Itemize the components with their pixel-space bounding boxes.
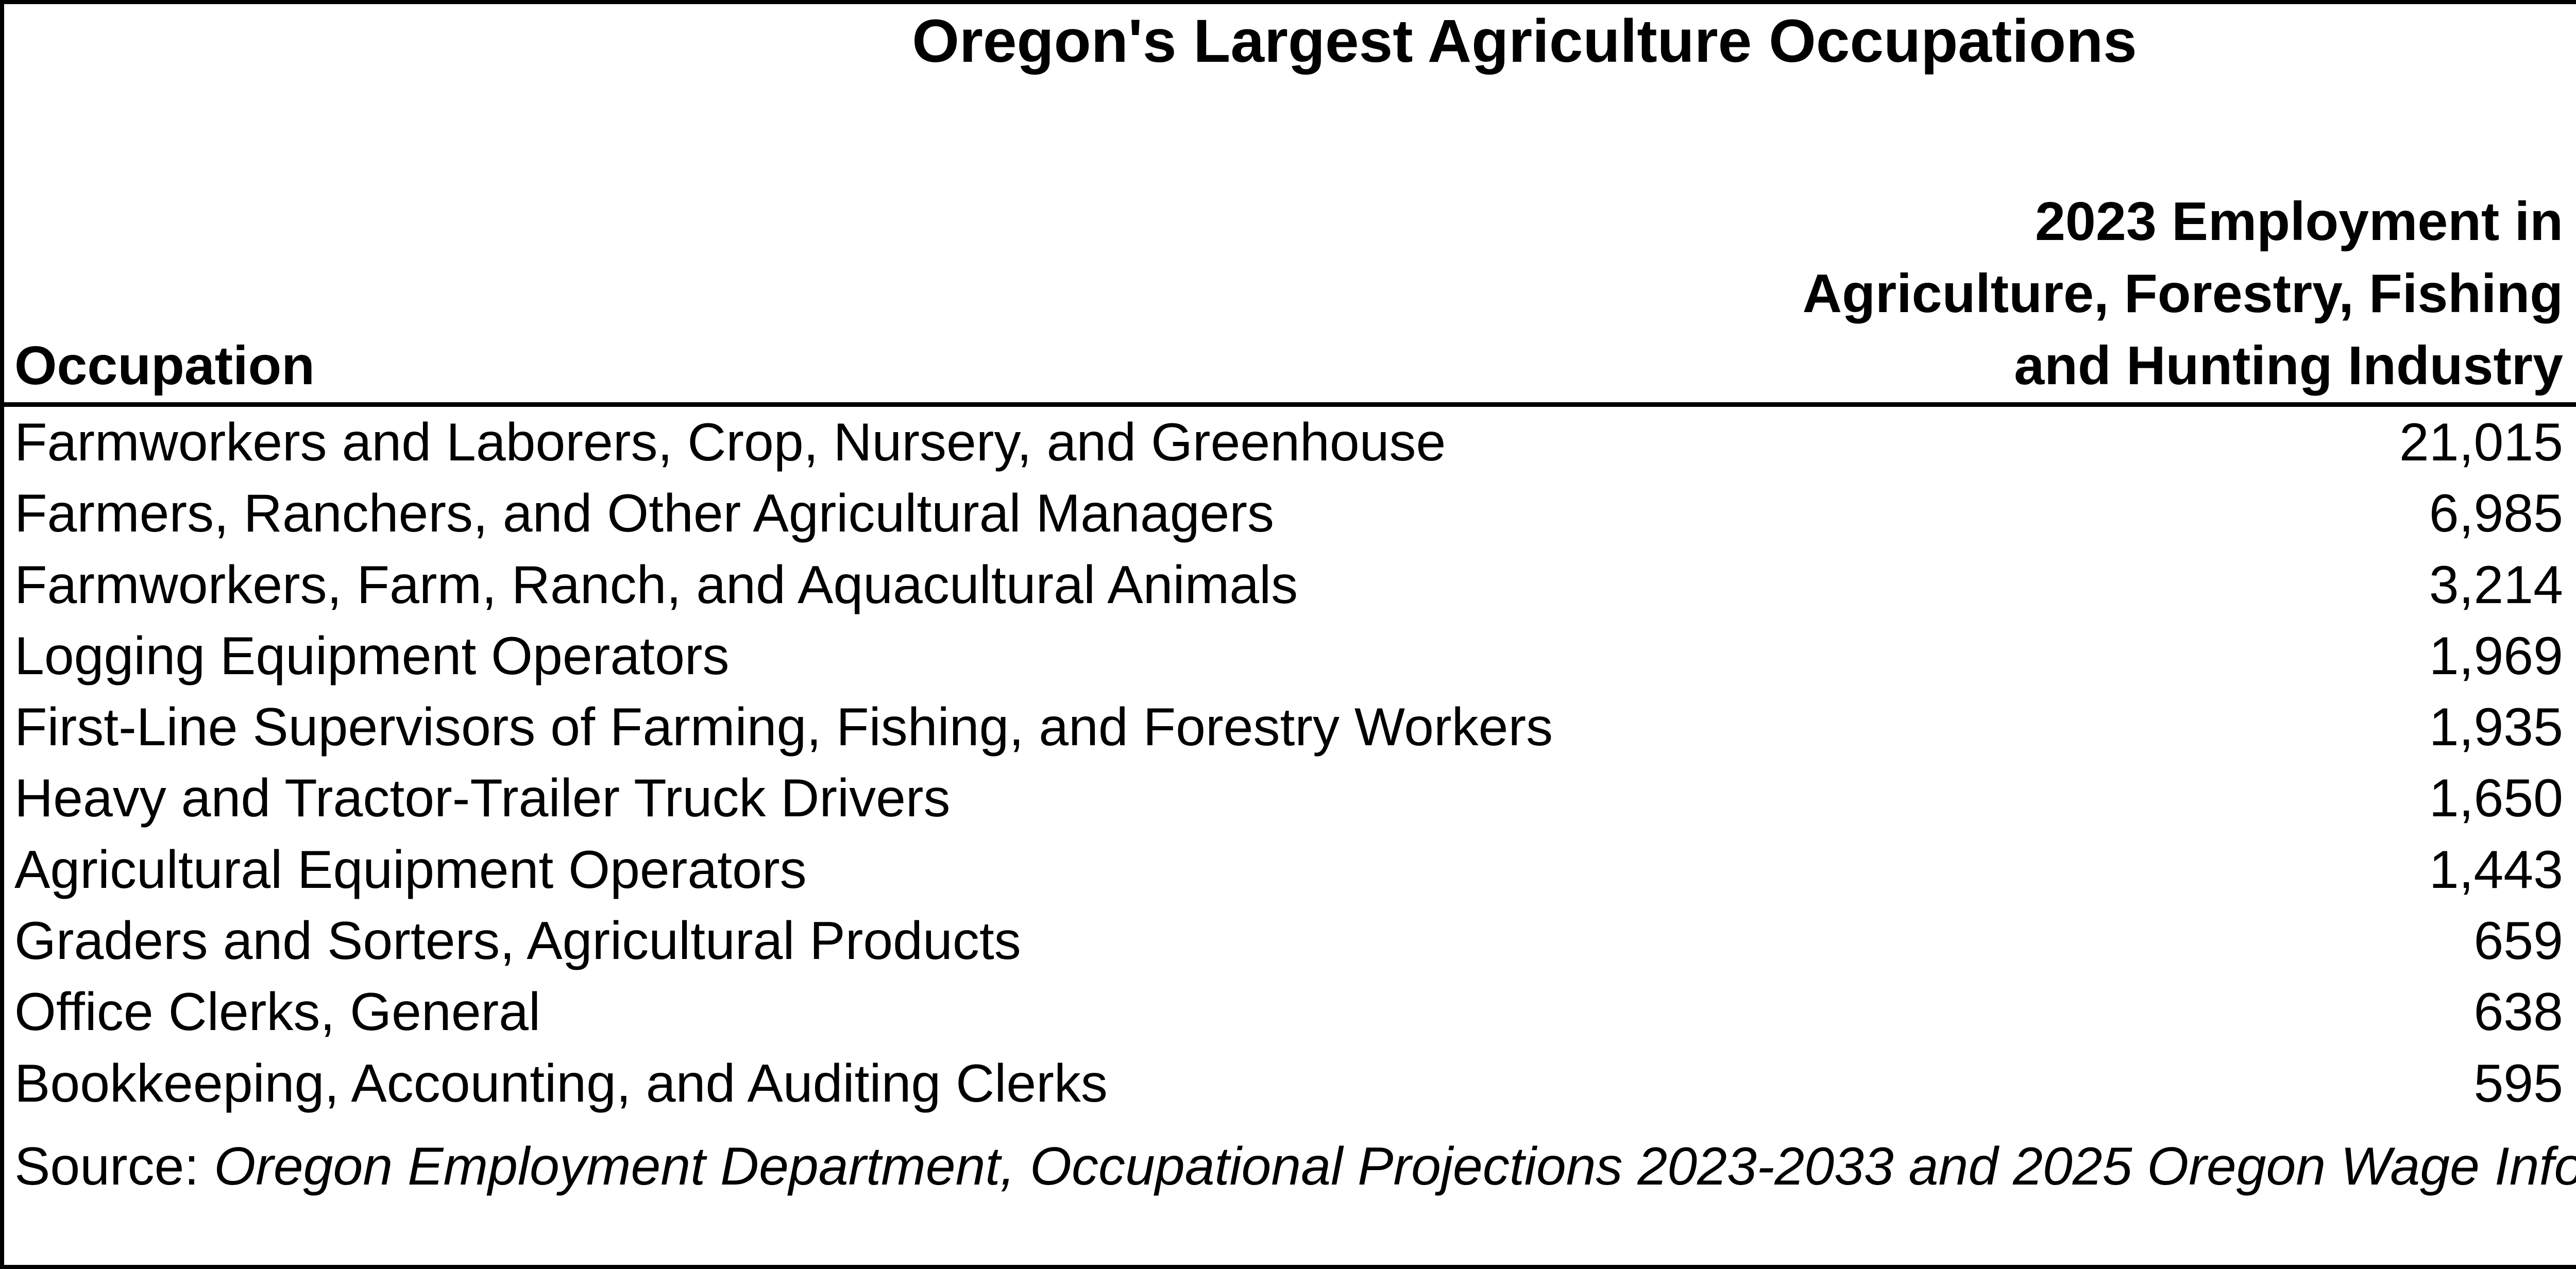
occupation-cell: Farmworkers, Farm, Ranch, and Aquacultur… xyxy=(14,555,1298,615)
column-header-employment-line: 2023 Employment in xyxy=(2035,191,2563,252)
employment-cell: 3,214 xyxy=(2429,555,2563,615)
column-header-occupation-label: Occupation xyxy=(14,335,315,396)
employment-cell: 595 xyxy=(2473,1053,2563,1113)
occupation-cell: Graders and Sorters, Agricultural Produc… xyxy=(14,911,1021,971)
table-row: Logging Equipment Operators 1,969 $60,63… xyxy=(0,621,2576,692)
column-header-occupation: Occupation xyxy=(14,330,315,402)
column-header-employment-line: Agriculture, Forestry, Fishing xyxy=(1802,263,2563,324)
column-header-wage-line: Wage xyxy=(2571,330,2576,402)
column-header-employment-line: and Hunting Industry xyxy=(2014,335,2563,396)
table-title: Oregon's Largest Agriculture Occupations xyxy=(912,7,2137,75)
table-row: Farmworkers and Laborers, Crop, Nursery,… xyxy=(0,407,2576,478)
occupation-cell: Office Clerks, General xyxy=(14,982,541,1042)
table-body: Farmworkers and Laborers, Crop, Nursery,… xyxy=(0,407,2576,1119)
table-row: Heavy and Tractor-Trailer Truck Drivers … xyxy=(0,763,2576,834)
employment-cell: 6,985 xyxy=(2429,484,2563,544)
table-row: Graders and Sorters, Agricultural Produc… xyxy=(0,905,2576,976)
employment-cell: 1,969 xyxy=(2429,626,2563,686)
employment-cell: 1,935 xyxy=(2429,697,2563,758)
occupation-cell: First-Line Supervisors of Farming, Fishi… xyxy=(14,697,1553,758)
employment-cell: 21,015 xyxy=(2399,413,2563,472)
header-divider xyxy=(0,402,2576,407)
column-header-wage: 2025 Average Wage xyxy=(2571,258,2576,402)
occupation-cell: Farmworkers and Laborers, Crop, Nursery,… xyxy=(14,413,1446,472)
source-text: Oregon Employment Department, Occupation… xyxy=(214,1137,2576,1196)
occupation-cell: Bookkeeping, Accounting, and Auditing Cl… xyxy=(14,1053,1108,1113)
table-row: Bookkeeping, Accounting, and Auditing Cl… xyxy=(0,1048,2576,1119)
occupation-cell: Logging Equipment Operators xyxy=(14,626,730,686)
table-row: Agricultural Equipment Operators 1,443 $… xyxy=(0,834,2576,905)
column-header-wage-line: 2025 Average xyxy=(2571,258,2576,330)
occupation-cell: Farmers, Ranchers, and Other Agricultura… xyxy=(14,484,1275,544)
occupation-cell: Heavy and Tractor-Trailer Truck Drivers xyxy=(14,768,951,829)
employment-cell: 659 xyxy=(2473,911,2563,971)
column-header-employment: 2023 Employment in Agriculture, Forestry… xyxy=(1636,185,2563,402)
occupation-cell: Agricultural Equipment Operators xyxy=(14,839,807,900)
table-row: Farmworkers, Farm, Ranch, and Aquacultur… xyxy=(0,550,2576,621)
employment-cell: 1,443 xyxy=(2429,839,2563,900)
source-note: Source: Oregon Employment Department, Oc… xyxy=(14,1130,2576,1203)
table-row: Office Clerks, General 638 $50,986 xyxy=(0,976,2576,1048)
table-row: First-Line Supervisors of Farming, Fishi… xyxy=(0,692,2576,763)
table-row: Farmers, Ranchers, and Other Agricultura… xyxy=(0,478,2576,549)
employment-cell: 1,650 xyxy=(2429,768,2563,829)
source-label: Source: xyxy=(14,1137,214,1196)
employment-cell: 638 xyxy=(2473,982,2563,1042)
